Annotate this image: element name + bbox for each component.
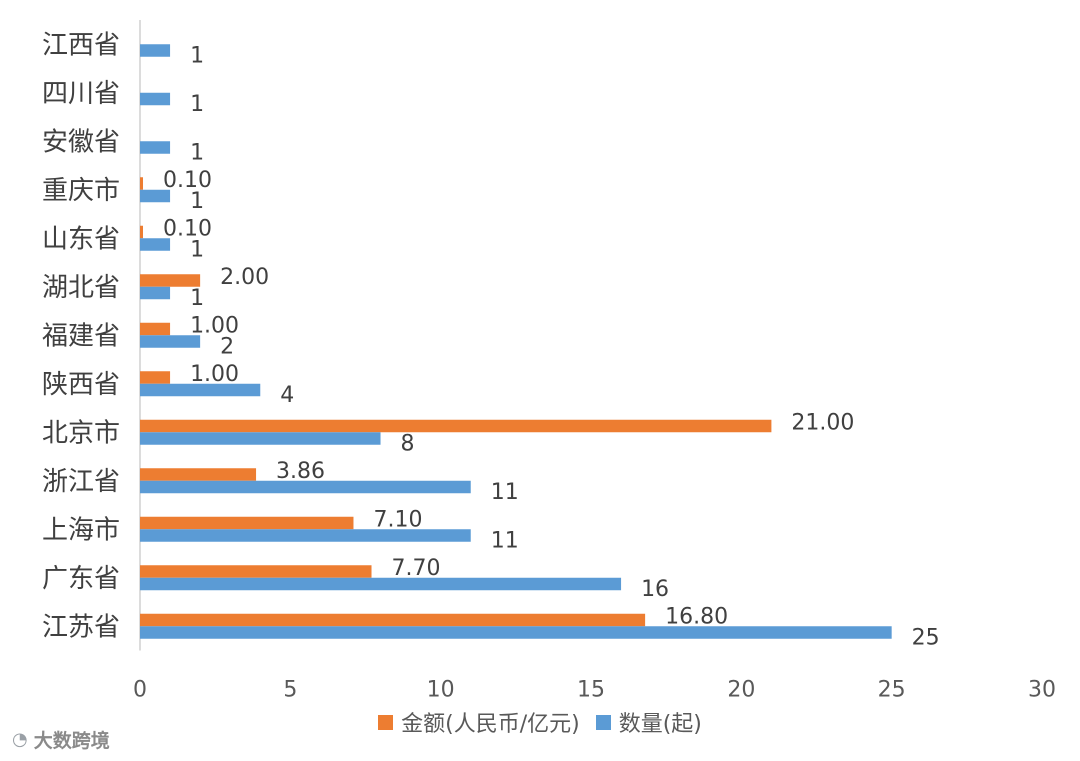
data-label-amount: 7.10 [373, 507, 422, 532]
data-label-amount: 1.00 [190, 362, 239, 387]
x-tick-labels: 0 5 10 15 20 25 30 [133, 678, 1056, 703]
category-label: 湖北省 [42, 273, 120, 303]
bar-amount [140, 516, 354, 530]
data-label-count: 1 [190, 140, 204, 165]
legend-label-amount: 金额(人民币/亿元) [401, 712, 580, 737]
category-label: 浙江省 [42, 467, 120, 497]
data-label-count: 16 [641, 577, 669, 602]
data-label-count: 1 [190, 189, 204, 214]
x-tick-label: 30 [1028, 678, 1056, 703]
data-label-count: 25 [912, 625, 940, 650]
x-tick-label: 15 [577, 678, 605, 703]
bar-amount [140, 322, 171, 336]
data-label-count: 4 [280, 383, 294, 408]
bar-count [140, 189, 171, 203]
category-label: 重庆市 [42, 176, 120, 206]
bar-amount [140, 274, 201, 287]
x-tick-label: 25 [878, 678, 906, 703]
data-label-count: 11 [491, 480, 519, 505]
category-label: 上海市 [42, 515, 120, 545]
legend-swatch-count [595, 714, 611, 730]
category-label: 安徽省 [42, 127, 120, 157]
brand-watermark: ◔ 大数跨境 [12, 726, 110, 753]
bar-count [140, 432, 381, 445]
x-tick-label: 0 [133, 678, 147, 703]
bar-count [140, 286, 171, 300]
category-label: 北京市 [42, 418, 120, 448]
data-label-amount: 3.86 [276, 459, 325, 484]
bar-amount [140, 468, 257, 481]
data-label-count: 11 [491, 528, 519, 553]
bar-count [140, 626, 892, 639]
data-label-amount: 1.00 [190, 313, 239, 338]
category-label: 江苏省 [42, 612, 120, 642]
legend-label-count: 数量(起) [618, 712, 702, 737]
bar-count [140, 92, 171, 106]
data-label-amount: 7.70 [392, 556, 441, 581]
bar-count [140, 238, 171, 251]
data-label-amount: 16.80 [665, 604, 728, 629]
weibo-icon: ◔ [12, 729, 28, 750]
x-tick-label: 20 [727, 678, 755, 703]
bar-amount [140, 613, 646, 627]
legend-item-amount: 金额(人民币/亿元) [378, 706, 580, 738]
category-label: 广东省 [42, 564, 120, 594]
bar-count [140, 44, 171, 57]
category-label: 福建省 [42, 321, 120, 351]
bar-amount [140, 419, 772, 433]
brand-text: 大数跨境 [33, 730, 110, 752]
legend-item-count: 数量(起) [595, 706, 702, 738]
bar-count [140, 529, 471, 542]
category-label: 山东省 [42, 224, 120, 254]
data-label-count: 8 [401, 431, 415, 456]
data-label-count: 2 [220, 334, 234, 359]
bar-count [140, 577, 622, 591]
data-label-amount: 0.10 [163, 168, 212, 193]
bar-amount [140, 565, 372, 578]
bar-amount [140, 371, 171, 384]
bar-count [140, 335, 201, 348]
data-label-amount: 2.00 [220, 265, 269, 290]
bar-amount [140, 177, 144, 190]
bar-count [140, 141, 171, 154]
category-label: 江西省 [42, 30, 120, 60]
data-label-amount: 21.00 [791, 410, 854, 435]
data-label-count: 1 [190, 286, 204, 311]
bar-count [140, 383, 261, 397]
data-label-count: 1 [190, 92, 204, 117]
data-label-count: 1 [190, 237, 204, 262]
data-label-amount: 0.10 [163, 216, 212, 241]
category-label: 陕西省 [42, 370, 120, 400]
bars [140, 44, 892, 639]
bar-count [140, 480, 471, 494]
bar-amount [140, 225, 144, 239]
x-tick-label: 10 [427, 678, 455, 703]
data-label-count: 1 [190, 43, 204, 68]
data-labels: 1110.1010.1012.0011.0021.00421.0083.8611… [163, 43, 940, 650]
x-tick-label: 5 [283, 678, 297, 703]
category-label: 四川省 [42, 79, 120, 109]
legend-swatch-amount [378, 714, 394, 730]
legend: 金额(人民币/亿元) 数量(起) [0, 706, 1080, 738]
